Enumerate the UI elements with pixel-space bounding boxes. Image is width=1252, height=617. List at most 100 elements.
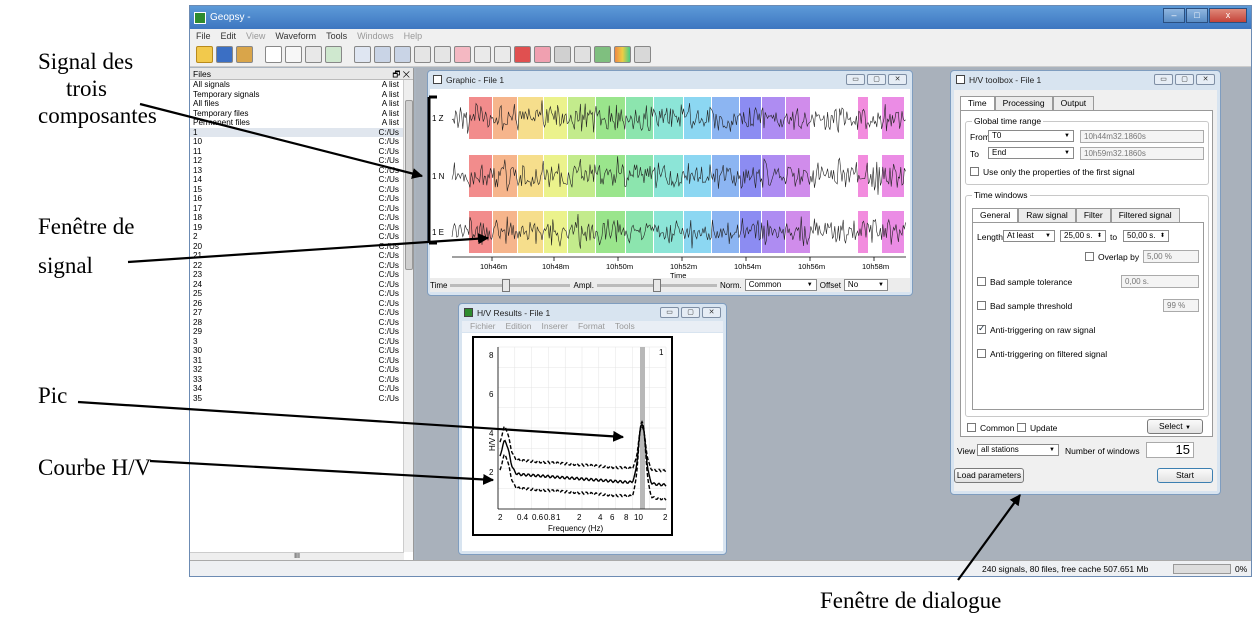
- hv-menu-format[interactable]: Format: [577, 321, 605, 331]
- time-window[interactable]: [493, 97, 517, 139]
- hv-minimize-button[interactable]: ▭: [660, 307, 679, 318]
- length-min-spinbox[interactable]: 25,00 s. ⬍: [1060, 230, 1106, 242]
- list-item[interactable]: 28 C:/Us: [190, 318, 413, 328]
- list-item[interactable]: 1 C:/Us: [190, 127, 413, 137]
- time-window[interactable]: [544, 155, 567, 197]
- files-vscroll-thumb[interactable]: [405, 100, 413, 270]
- list-item[interactable]: Temporary signals A list: [190, 90, 413, 100]
- list-item[interactable]: 25 C:/Us: [190, 289, 413, 299]
- hv-menu-edition[interactable]: Edition: [505, 321, 532, 331]
- tab-output[interactable]: Output: [1052, 96, 1095, 110]
- wave-icon[interactable]: [494, 46, 511, 63]
- time-window[interactable]: [596, 211, 625, 253]
- anti-raw-checkbox[interactable]: [977, 323, 986, 334]
- menu-view[interactable]: View: [246, 31, 266, 41]
- menu-edit[interactable]: Edit: [220, 31, 237, 41]
- list-item[interactable]: All files A list: [190, 99, 413, 109]
- list-item[interactable]: 29 C:/Us: [190, 327, 413, 337]
- bad-tolerance-spinbox[interactable]: 0,00 s.: [1121, 275, 1199, 288]
- graphic-restore-button[interactable]: ▢: [867, 74, 886, 85]
- graphic-close-button[interactable]: ✕: [888, 74, 907, 85]
- list-item[interactable]: 10 C:/Us: [190, 137, 413, 147]
- red-icon[interactable]: [514, 46, 531, 63]
- menu-help[interactable]: Help: [403, 31, 423, 41]
- use-first-signal-checkbox[interactable]: [970, 167, 979, 176]
- tab-time[interactable]: Time: [960, 96, 995, 110]
- list-item[interactable]: 16 C:/Us: [190, 194, 413, 204]
- open-folder-icon[interactable]: [196, 46, 213, 63]
- list-item[interactable]: Temporary files A list: [190, 109, 413, 119]
- time-window[interactable]: [712, 155, 739, 197]
- tools-icon[interactable]: [574, 46, 591, 63]
- fk-icon[interactable]: [354, 46, 371, 63]
- list-item[interactable]: 30 C:/Us: [190, 346, 413, 356]
- subtab-raw-signal[interactable]: Raw signal: [1018, 208, 1076, 222]
- hv-menu-fichier[interactable]: Fichier: [470, 321, 496, 331]
- load-parameters-button[interactable]: Load parameters: [954, 468, 1024, 483]
- anti-filtered-checkbox[interactable]: [977, 349, 986, 358]
- time-window[interactable]: [858, 155, 868, 197]
- time-window[interactable]: [740, 211, 761, 253]
- from-time-field[interactable]: 10h44m32.1860s: [1080, 130, 1204, 143]
- common-checkbox[interactable]: [967, 423, 976, 432]
- time-window[interactable]: [469, 97, 492, 139]
- time-window[interactable]: [712, 211, 739, 253]
- spac2-icon[interactable]: [394, 46, 411, 63]
- signal-plot[interactable]: 1 Z 1 N 1 E 10h46m 10h48m 10h50m 10h52m 10h54m 1…: [430, 89, 910, 280]
- time-window[interactable]: [762, 97, 785, 139]
- bad-threshold-spinbox[interactable]: 99 %: [1163, 299, 1199, 312]
- list-item[interactable]: 34 C:/Us: [190, 384, 413, 394]
- list-item[interactable]: 17 C:/Us: [190, 204, 413, 214]
- menu-windows[interactable]: Windows: [357, 31, 394, 41]
- time-slider[interactable]: [450, 278, 571, 292]
- time-window[interactable]: [568, 97, 595, 139]
- fk2-icon[interactable]: [414, 46, 431, 63]
- list-item[interactable]: 26 C:/Us: [190, 299, 413, 309]
- hv-restore-button[interactable]: ▢: [681, 307, 700, 318]
- list-item[interactable]: 22 C:/Us: [190, 261, 413, 271]
- ampl-slider[interactable]: [596, 278, 717, 292]
- list-item[interactable]: 23 C:/Us: [190, 270, 413, 280]
- list-item[interactable]: 14 C:/Us: [190, 175, 413, 185]
- table-icon[interactable]: [265, 46, 282, 63]
- time-window[interactable]: [654, 211, 683, 253]
- list-item[interactable]: 31 C:/Us: [190, 356, 413, 366]
- color-map-icon[interactable]: [614, 46, 631, 63]
- subtab-filter[interactable]: Filter: [1075, 208, 1111, 222]
- subtab-general[interactable]: General: [972, 208, 1019, 222]
- to-select[interactable]: End ▼: [988, 147, 1074, 159]
- time-window[interactable]: [684, 211, 711, 253]
- close-button[interactable]: x: [1209, 8, 1247, 23]
- list-item[interactable]: 21 C:/Us: [190, 251, 413, 261]
- list-item[interactable]: 18 C:/Us: [190, 213, 413, 223]
- bad-threshold-checkbox[interactable]: [977, 301, 986, 310]
- time-window[interactable]: [469, 211, 492, 253]
- graphic-icon[interactable]: [285, 46, 302, 63]
- rotate-icon[interactable]: [534, 46, 551, 63]
- time-window[interactable]: [882, 155, 904, 197]
- photo-icon[interactable]: [634, 46, 651, 63]
- time-window[interactable]: [762, 155, 785, 197]
- time-window[interactable]: [684, 97, 711, 139]
- map-icon[interactable]: [305, 46, 322, 63]
- minimize-button[interactable]: –: [1163, 8, 1185, 23]
- menu-waveform[interactable]: Waveform: [275, 31, 317, 41]
- tab-processing[interactable]: Processing: [994, 96, 1053, 110]
- list-item[interactable]: 20 C:/Us: [190, 242, 413, 252]
- list-item[interactable]: All signals A list: [190, 80, 413, 90]
- list-item[interactable]: 11 C:/Us: [190, 147, 413, 157]
- chart-icon[interactable]: [325, 46, 342, 63]
- grid-icon[interactable]: [554, 46, 571, 63]
- list-item[interactable]: 2 C:/Us: [190, 232, 413, 242]
- fk3-icon[interactable]: [434, 46, 451, 63]
- start-button[interactable]: Start: [1157, 468, 1213, 483]
- hv-menu-tools[interactable]: Tools: [614, 321, 635, 331]
- hv-icon[interactable]: [474, 46, 491, 63]
- list-item[interactable]: 32 C:/Us: [190, 365, 413, 375]
- toolbox-restore-button[interactable]: ▢: [1175, 74, 1194, 85]
- list-item[interactable]: 19 C:/Us: [190, 223, 413, 233]
- update-checkbox[interactable]: [1017, 423, 1026, 432]
- list-item[interactable]: 27 C:/Us: [190, 308, 413, 318]
- panel-float-close-icon[interactable]: 🗗 ✕: [392, 69, 410, 79]
